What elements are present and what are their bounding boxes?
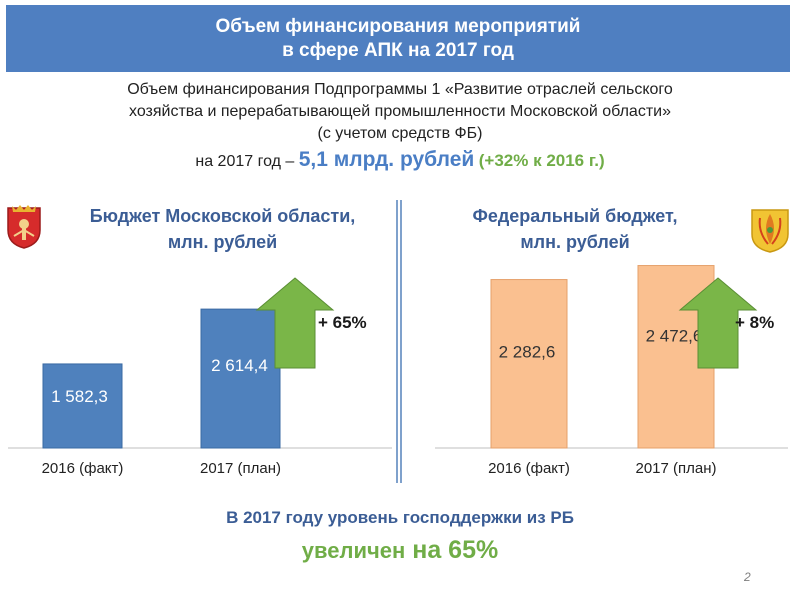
right-chart-title-line2: млн. рублей bbox=[520, 232, 630, 252]
bar-2016 bbox=[42, 363, 123, 449]
intro-growth: (+32% к 2016 г.) bbox=[478, 151, 605, 170]
intro-total-amount: 5,1 млрд. рублей bbox=[298, 148, 475, 171]
intro-line4-prefix: на 2017 год – bbox=[195, 153, 295, 170]
agriculture-ministry-emblem-icon bbox=[751, 209, 789, 253]
category-tick-label: 2017 (план) bbox=[635, 460, 716, 477]
bar-2016 bbox=[490, 279, 568, 449]
federal-budget-chart: 2 282,6 2016 (факт) 2 472,6 2017 (план) + 8% bbox=[435, 265, 788, 477]
intro-line3: (с учетом средств ФБ) bbox=[317, 125, 483, 142]
growth-label: + 65% bbox=[318, 313, 367, 332]
category-tick-label: 2016 (факт) bbox=[488, 460, 570, 477]
bottom-summary-value: на 65% bbox=[412, 536, 499, 564]
category-tick-label: 2016 (факт) bbox=[42, 460, 124, 477]
bottom-summary-prefix: увеличен bbox=[301, 538, 406, 563]
bar-value-label: 2 282,6 bbox=[499, 343, 556, 362]
bottom-summary-line1: В 2017 году уровень господдержки из РБ bbox=[226, 508, 574, 527]
bottom-summary-line2: увеличен на 65% bbox=[110, 536, 690, 565]
bar-value-label: 2 472,6 bbox=[646, 327, 703, 346]
intro-text: Объем финансирования Подпрограммы 1 «Раз… bbox=[20, 79, 780, 173]
growth-arrow-icon bbox=[678, 277, 758, 369]
chart-divider bbox=[396, 200, 402, 483]
slide-header: Объем финансирования мероприятий в сфере… bbox=[6, 5, 790, 72]
bar-value-label: 1 582,3 bbox=[51, 387, 108, 406]
moscow-oblast-coat-of-arms-icon bbox=[7, 205, 41, 249]
right-chart-title-line1: Федеральный бюджет, bbox=[472, 206, 678, 226]
bar-value-label: 2 614,4 bbox=[211, 356, 268, 375]
header-title-line2: в сфере АПК на 2017 год bbox=[282, 39, 514, 61]
growth-label: + 8% bbox=[735, 313, 774, 332]
left-chart-title: Бюджет Московской области, млн. рублей bbox=[50, 203, 395, 255]
intro-line4: на 2017 год – 5,1 млрд. рублей (+32% к 2… bbox=[20, 149, 780, 173]
left-chart-title-line1: Бюджет Московской области, bbox=[89, 206, 356, 226]
category-tick-label: 2017 (план) bbox=[200, 460, 281, 477]
growth-arrow-icon bbox=[255, 277, 335, 369]
bar-2017 bbox=[200, 308, 281, 449]
right-chart-title: Федеральный бюджет, млн. рублей bbox=[420, 203, 730, 255]
intro-line1: Объем финансирования Подпрограммы 1 «Раз… bbox=[127, 81, 673, 98]
regional-budget-chart: 1 582,3 2016 (факт) 2 614,4 2017 (план) + 65… bbox=[8, 277, 392, 477]
header-title-line1: Объем финансирования мероприятий bbox=[215, 15, 581, 37]
page-number: 2 bbox=[744, 570, 751, 584]
left-chart-title-line2: млн. рублей bbox=[167, 232, 278, 252]
intro-line2: хозяйства и перерабатывающей промышленно… bbox=[129, 103, 671, 120]
